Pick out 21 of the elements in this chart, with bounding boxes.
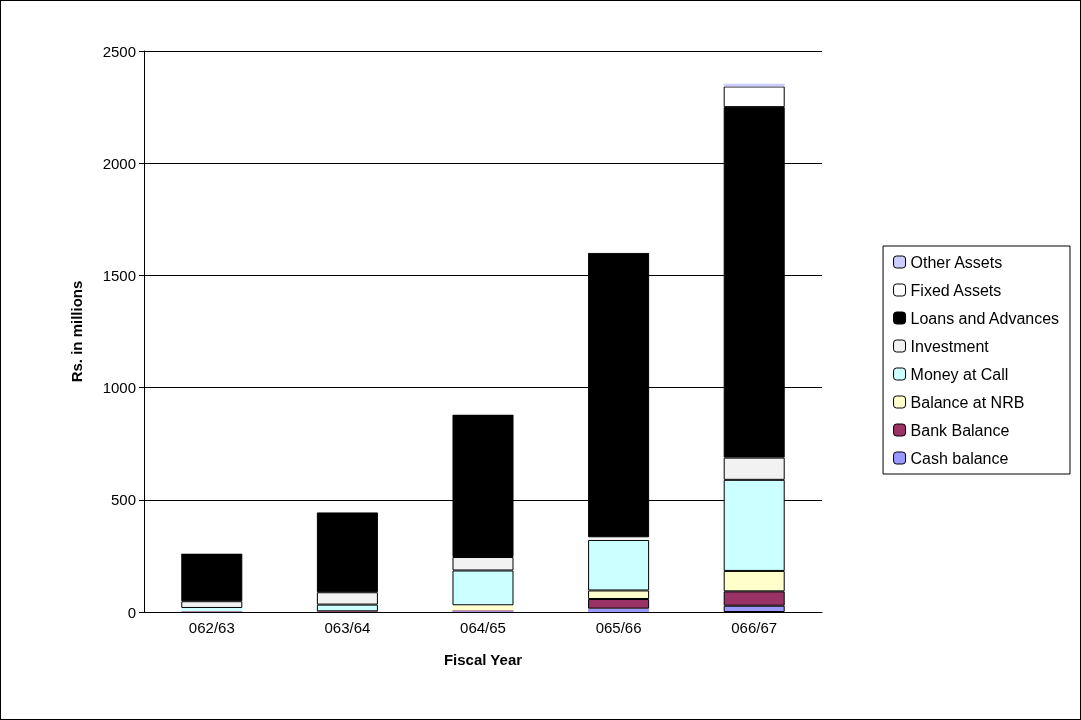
y-tick-label: 0 — [127, 603, 136, 621]
legend-label: Bank Balance — [910, 421, 1010, 439]
x-axis-title: Fiscal Year — [443, 651, 523, 668]
x-tick-label: 066/67 — [731, 619, 778, 636]
x-tick-label: 063/64 — [324, 619, 371, 636]
x-tick-label: 064/65 — [460, 619, 506, 636]
legend-label: Other Assets — [910, 253, 1003, 271]
y-tick-label: 1500 — [102, 266, 136, 284]
x-tick-label: 065/66 — [595, 619, 642, 636]
y-tick-label: 2500 — [102, 42, 136, 60]
y-tick-label: 1000 — [102, 379, 136, 397]
x-tick-label: 062/63 — [188, 619, 235, 636]
legend-label: Cash balance — [910, 449, 1009, 467]
legend-label: Loans and Advances — [910, 309, 1060, 327]
legend-label: Balance at NRB — [910, 393, 1025, 411]
y-axis-title: Rs. in millions — [68, 280, 85, 383]
y-tick-label: 2000 — [102, 154, 136, 172]
legend-label: Investment — [910, 337, 990, 355]
legend-label: Money at Call — [910, 365, 1009, 383]
legend-label: Fixed Assets — [910, 281, 1002, 299]
y-tick-label: 500 — [110, 491, 136, 509]
